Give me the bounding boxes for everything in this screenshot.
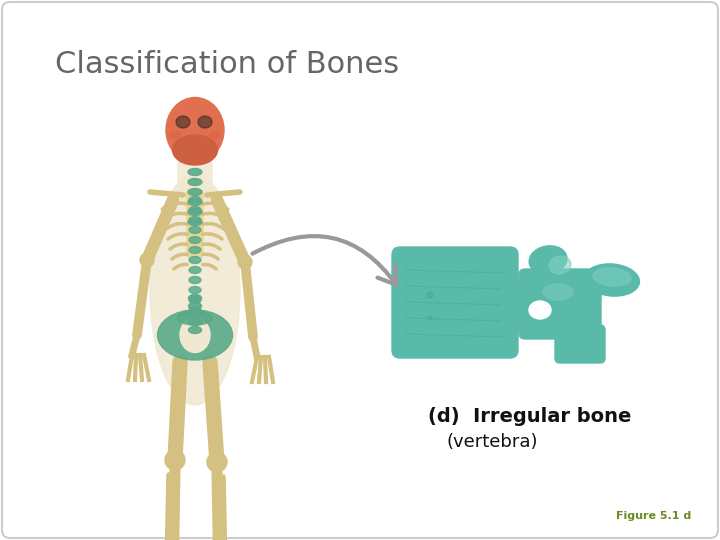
Ellipse shape: [189, 197, 201, 204]
Ellipse shape: [188, 219, 202, 226]
Ellipse shape: [189, 327, 202, 334]
Ellipse shape: [189, 287, 201, 294]
Ellipse shape: [188, 188, 202, 195]
Ellipse shape: [529, 246, 567, 274]
Ellipse shape: [189, 302, 202, 309]
Ellipse shape: [176, 116, 190, 128]
Ellipse shape: [189, 267, 201, 273]
FancyArrowPatch shape: [253, 236, 396, 285]
Ellipse shape: [593, 268, 631, 286]
Ellipse shape: [188, 168, 202, 176]
Ellipse shape: [188, 208, 202, 215]
Ellipse shape: [170, 132, 180, 138]
Ellipse shape: [173, 135, 217, 165]
FancyBboxPatch shape: [187, 193, 203, 257]
FancyBboxPatch shape: [555, 325, 605, 363]
Circle shape: [140, 253, 154, 267]
Ellipse shape: [189, 246, 201, 253]
Ellipse shape: [188, 199, 202, 206]
Ellipse shape: [178, 311, 212, 325]
Ellipse shape: [158, 310, 233, 360]
Ellipse shape: [186, 189, 204, 201]
Ellipse shape: [585, 264, 639, 296]
Ellipse shape: [529, 301, 551, 319]
Text: Figure 5.1 d: Figure 5.1 d: [616, 511, 691, 521]
Circle shape: [428, 316, 432, 320]
Ellipse shape: [198, 116, 212, 128]
Text: (vertebra): (vertebra): [446, 433, 538, 450]
Ellipse shape: [180, 318, 210, 353]
FancyBboxPatch shape: [178, 160, 212, 205]
Ellipse shape: [189, 237, 201, 244]
Text: (d)  Irregular bone: (d) Irregular bone: [428, 407, 631, 426]
Circle shape: [165, 450, 185, 470]
Ellipse shape: [189, 307, 201, 314]
Circle shape: [427, 292, 433, 298]
FancyBboxPatch shape: [519, 269, 601, 339]
Ellipse shape: [189, 217, 201, 224]
Ellipse shape: [189, 256, 201, 264]
Circle shape: [207, 452, 227, 472]
Ellipse shape: [166, 98, 224, 163]
Ellipse shape: [150, 175, 240, 405]
Ellipse shape: [543, 284, 573, 300]
Ellipse shape: [189, 294, 202, 301]
FancyBboxPatch shape: [501, 281, 531, 329]
Circle shape: [238, 255, 252, 269]
Text: Classification of Bones: Classification of Bones: [55, 50, 399, 79]
Ellipse shape: [549, 256, 571, 274]
Ellipse shape: [188, 179, 202, 186]
Ellipse shape: [210, 132, 220, 138]
Ellipse shape: [189, 319, 202, 326]
Ellipse shape: [189, 226, 201, 233]
Ellipse shape: [189, 276, 201, 284]
FancyBboxPatch shape: [392, 247, 518, 358]
Ellipse shape: [189, 206, 201, 213]
Ellipse shape: [189, 296, 201, 303]
Ellipse shape: [189, 310, 202, 318]
